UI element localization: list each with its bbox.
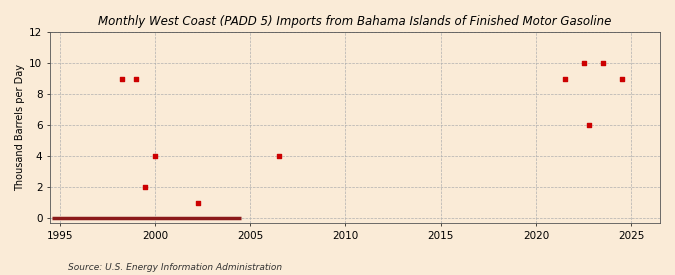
Point [578, 61, 589, 65]
Point [192, 201, 203, 205]
Point [149, 154, 160, 158]
Point [597, 61, 608, 65]
Point [116, 76, 127, 81]
Point [583, 123, 594, 127]
Point [273, 154, 284, 158]
Title: Monthly West Coast (PADD 5) Imports from Bahama Islands of Finished Motor Gasoli: Monthly West Coast (PADD 5) Imports from… [99, 15, 612, 28]
Point [616, 76, 627, 81]
Y-axis label: Thousand Barrels per Day: Thousand Barrels per Day [15, 64, 25, 191]
Point [130, 76, 141, 81]
Point [560, 76, 570, 81]
Point [140, 185, 151, 189]
Text: Source: U.S. Energy Information Administration: Source: U.S. Energy Information Administ… [68, 263, 281, 272]
